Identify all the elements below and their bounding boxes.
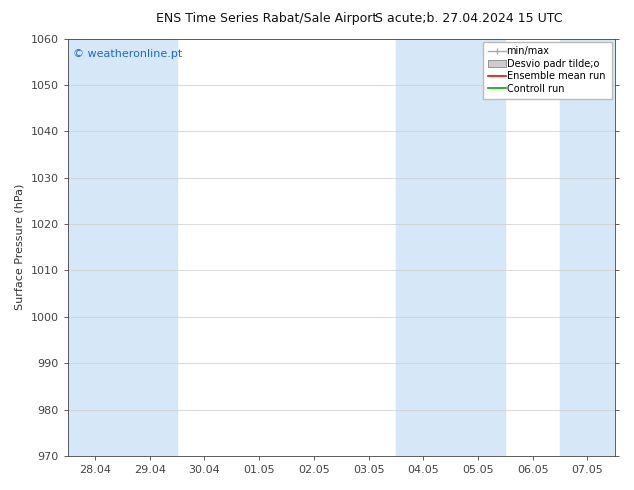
Y-axis label: Surface Pressure (hPa): Surface Pressure (hPa) <box>15 184 25 311</box>
Text: © weatheronline.pt: © weatheronline.pt <box>73 49 183 59</box>
Bar <box>451 39 505 456</box>
Text: ENS Time Series Rabat/Sale Airport: ENS Time Series Rabat/Sale Airport <box>156 12 377 25</box>
Legend: min/max, Desvio padr tilde;o, Ensemble mean run, Controll run: min/max, Desvio padr tilde;o, Ensemble m… <box>483 42 612 98</box>
Bar <box>68 39 122 456</box>
Text: S acute;b. 27.04.2024 15 UTC: S acute;b. 27.04.2024 15 UTC <box>375 12 563 25</box>
Bar <box>122 39 177 456</box>
Bar <box>560 39 615 456</box>
Bar <box>396 39 451 456</box>
